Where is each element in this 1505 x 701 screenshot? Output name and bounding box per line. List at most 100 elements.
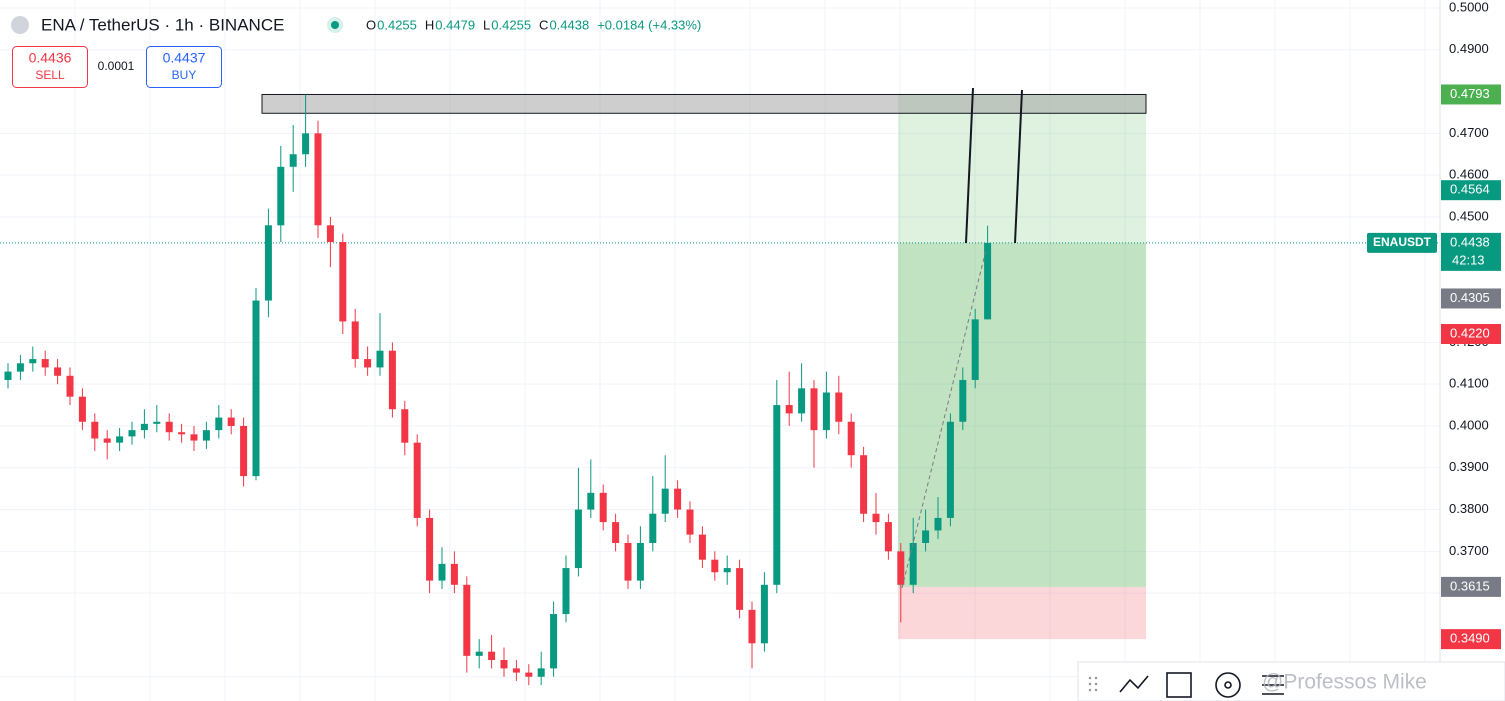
price-badge [1441, 323, 1501, 344]
y-tick-label: 0.4500 [1449, 208, 1489, 223]
candle-body [388, 350, 396, 410]
ohlc-change: +0.0184 (+4.33%) [597, 17, 701, 32]
candle-body [401, 409, 409, 443]
candle-body [351, 321, 359, 360]
candle-body [16, 363, 24, 372]
grid [0, 0, 1440, 701]
price-badge-label: 0.3490 [1450, 631, 1490, 646]
candle-body [277, 166, 285, 226]
ticker-label: ENAUSDT [1373, 235, 1432, 249]
candle-body [624, 542, 632, 581]
candle-body [450, 563, 458, 585]
circle-tool-center [1224, 681, 1232, 689]
status-dot [331, 21, 339, 29]
candle-body [574, 509, 582, 569]
candle-body [240, 425, 248, 477]
price-badge-label: 0.3615 [1450, 578, 1490, 593]
candle-body [798, 388, 806, 414]
candle-body [165, 421, 173, 433]
candle-body [971, 319, 979, 380]
countdown: 42:13 [1452, 252, 1485, 267]
last-price-label: 0.4438 [1450, 234, 1490, 249]
price-badge-label: 0.4793 [1450, 86, 1490, 101]
candle-body [376, 350, 384, 368]
position-path [901, 249, 987, 589]
candle-body [78, 396, 86, 422]
candle-body [897, 551, 905, 585]
candle-body [314, 133, 322, 226]
candle-body [860, 455, 868, 514]
candle-body [426, 517, 434, 581]
ohlc-key: L [483, 17, 490, 32]
candle-body [29, 359, 37, 364]
candle-body [326, 225, 334, 243]
candle-body [364, 359, 372, 368]
candle-body [748, 609, 756, 644]
ohlc-key: H [425, 17, 434, 32]
y-tick-label: 0.3800 [1449, 501, 1489, 516]
price-badge [1441, 180, 1501, 201]
candle-body [41, 359, 49, 368]
drag-handle[interactable] [1088, 676, 1098, 692]
y-tick-label: 0.4900 [1449, 41, 1489, 56]
candle-body [91, 421, 99, 439]
candle-body [103, 438, 111, 443]
circle-tool[interactable] [1215, 672, 1241, 698]
price-badge-label: 0.4564 [1450, 182, 1490, 197]
candle-body [4, 371, 12, 380]
price-badge [1441, 629, 1501, 650]
price-badge-label: 0.4220 [1450, 325, 1490, 340]
candle-body [773, 405, 781, 585]
fib-tool[interactable] [1262, 675, 1284, 695]
ohlc-value: 0.4255 [377, 17, 417, 32]
candle-body [66, 375, 74, 397]
candle-body [202, 430, 210, 441]
y-tick-label: 0.3700 [1449, 543, 1489, 558]
candle-body [178, 432, 186, 435]
drawings [901, 87, 1023, 589]
watermark: @Professos Mike [1262, 671, 1427, 694]
candle-body [438, 563, 446, 581]
candle-body [698, 534, 706, 560]
trend-tool[interactable] [1119, 675, 1149, 693]
candle-body [54, 367, 62, 376]
candle-body [264, 225, 272, 301]
candle-body [215, 417, 223, 431]
symbol-icon [11, 16, 29, 34]
candle-body [760, 584, 768, 644]
candle-body [909, 542, 917, 585]
rect-tool[interactable] [1166, 672, 1192, 698]
ohlc-key: O [366, 17, 376, 32]
candle-body [252, 300, 260, 477]
candle-body [475, 651, 483, 656]
candle-body [649, 513, 657, 543]
toolbar-icons [1088, 672, 1284, 698]
candle-body [153, 421, 161, 424]
candle-body [934, 517, 942, 531]
position-profit-area [898, 242, 1146, 587]
candle-body [785, 405, 793, 414]
candle-body [537, 668, 545, 677]
drawn-line [965, 87, 974, 244]
position-stop-area [898, 586, 1146, 640]
buy-button[interactable] [146, 46, 222, 88]
candle-body [810, 388, 818, 431]
sell-button[interactable] [12, 46, 88, 88]
candle-body [847, 421, 855, 456]
spread: 0.0001 [98, 59, 135, 73]
candle-body [822, 392, 830, 431]
candle-body [686, 509, 694, 535]
y-tick-label: 0.4700 [1449, 125, 1489, 140]
sell-label: SELL [35, 68, 65, 82]
candle-body [835, 392, 843, 422]
ohlc-key: C [539, 17, 548, 32]
price-badge [1441, 84, 1501, 105]
ohlc-value: 0.4479 [435, 17, 475, 32]
candle-body [636, 542, 644, 581]
last-price-badge [1441, 232, 1501, 271]
ohlc-value: 0.4438 [549, 17, 589, 32]
resistance-zone [261, 93, 1147, 114]
candle-body [500, 660, 508, 669]
candle-body [922, 530, 930, 543]
